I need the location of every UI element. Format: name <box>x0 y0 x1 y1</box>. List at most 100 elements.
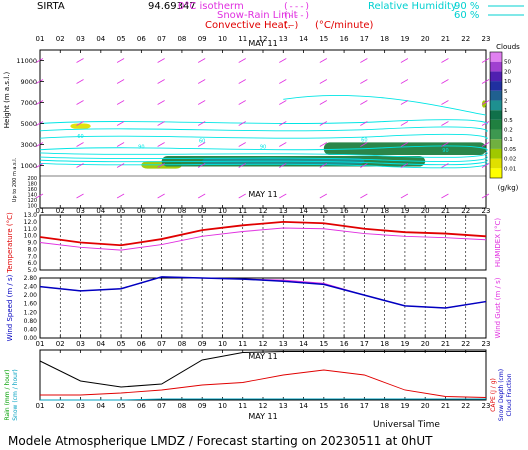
wind-y-tick-label: 0.00 <box>24 335 38 342</box>
wind-arrow <box>35 100 44 105</box>
colorbar-label: 0.1 <box>504 137 513 143</box>
wind-arrow <box>157 79 165 84</box>
x-tick-label: 12 <box>259 340 268 348</box>
x-tick-label: 09 <box>198 402 207 410</box>
x-tick-label: 13 <box>279 402 288 410</box>
colorbar-label: 10 <box>504 79 511 85</box>
colorbar-swatch <box>490 81 502 91</box>
wind-arrow <box>360 58 368 63</box>
wind-arrow <box>238 163 246 168</box>
x-tick-label: 13 <box>279 35 288 43</box>
rain-y-label: Rain (mm / hour) <box>4 369 11 420</box>
legend-rh-60: 60 % <box>454 10 479 21</box>
x-tick-label: 21 <box>441 402 450 410</box>
wind-y-label: Wind Speed (m / s) <box>6 274 14 341</box>
x-tick-label: 21 <box>441 207 450 215</box>
colorbar-label: 1 <box>504 108 508 114</box>
x-tick-label: 08 <box>177 35 186 43</box>
temp-y-tick-label: 11.0 <box>24 226 38 233</box>
wind-arrow <box>279 142 287 147</box>
wind-arrow <box>279 193 287 199</box>
x-tick-label: 22 <box>461 340 470 348</box>
x-tick-label: 01 <box>36 35 45 43</box>
wind-arrow <box>360 163 368 168</box>
x-tick-label: 15 <box>319 340 328 348</box>
wind-arrow <box>279 100 287 105</box>
legend-snow-rain: Snow-Rain Limit <box>217 10 298 21</box>
y-tick-label: 3000 <box>20 141 37 149</box>
y-tick-label: 5000 <box>20 120 37 128</box>
x-tick-label: 18 <box>380 207 389 215</box>
wind-arrow <box>197 100 206 105</box>
wind-arrow <box>35 142 44 147</box>
wind-arrow <box>76 100 84 105</box>
x-tick-label: 12 <box>259 207 268 215</box>
x-tick-label: 15 <box>319 207 328 215</box>
rh-contour <box>39 126 488 132</box>
x-tick-label: 05 <box>117 402 126 410</box>
colorbar-swatch <box>490 61 502 72</box>
wind-arrow <box>238 100 246 105</box>
wind-y-tick-label: 2.40 <box>24 284 38 291</box>
rh-contour <box>283 94 487 116</box>
rh-contour-label: 60 <box>361 137 367 143</box>
x-tick-label: 16 <box>340 35 349 43</box>
wind-arrow <box>441 142 449 147</box>
x-tick-label: 03 <box>76 340 85 348</box>
wind-y-tick-label: 2.80 <box>24 275 38 282</box>
colorbar-label: 20 <box>504 69 511 75</box>
wind-arrow <box>400 100 409 105</box>
wind-arrow <box>481 142 490 147</box>
x-tick-label: 01 <box>36 340 45 348</box>
precip-date-label-lower: MAY 11 <box>248 412 277 421</box>
legend-rh-label: Relative Humidity <box>368 1 457 12</box>
x-tick-label: 04 <box>96 402 105 410</box>
temp-y-tick-label: 8.0 <box>27 246 37 253</box>
wind-arrow <box>116 163 125 168</box>
wind-arrow <box>197 163 206 168</box>
colorbar-label: 0.2 <box>504 128 513 134</box>
wind-arrow <box>76 121 84 126</box>
wind-arrow <box>360 142 368 147</box>
wind-arrow <box>35 121 44 126</box>
cloud-y-label: Height (m a.s.l.) <box>3 72 11 129</box>
legend-convective: Convective Heat. <box>205 20 291 31</box>
wind-arrow <box>400 142 409 147</box>
cape-line <box>40 369 487 398</box>
gust-y-label: Wind Gust (m / s) <box>494 277 502 338</box>
rh-contour <box>39 159 488 166</box>
x-tick-label: 23 <box>482 340 491 348</box>
x-tick-label: 17 <box>360 402 369 410</box>
y-tick-label: 11000 <box>16 57 37 65</box>
y-tick-label-low: 100 <box>27 204 37 210</box>
bottom-title: Modele Atmospherique LMDZ / Forecast sta… <box>8 434 433 448</box>
wind-arrow <box>441 58 449 63</box>
temp-y-tick-label: 9.0 <box>27 240 37 247</box>
x-tick-label: 02 <box>56 207 65 215</box>
universal-time-label: Universal Time <box>373 420 440 430</box>
precip-date-label: MAY 11 <box>248 352 277 361</box>
x-tick-label: 16 <box>340 207 349 215</box>
wind-arrow <box>157 142 165 147</box>
x-tick-label: 17 <box>360 340 369 348</box>
x-tick-label: 17 <box>360 35 369 43</box>
x-tick-label: 20 <box>421 402 430 410</box>
x-tick-label: 08 <box>177 207 186 215</box>
x-tick-label: 18 <box>380 402 389 410</box>
wind-arrow <box>238 142 246 147</box>
y-tick-label-low: 160 <box>27 187 37 193</box>
station-code: 94.69347 <box>148 1 196 12</box>
temperature-line <box>39 220 487 247</box>
colorbar-label: 0.05 <box>504 147 517 153</box>
x-tick-label: 12 <box>259 35 268 43</box>
snow-line <box>40 398 486 401</box>
wind-arrow <box>238 121 246 126</box>
colorbar-swatch <box>490 119 502 130</box>
temp-y-tick-label: 12.0 <box>24 219 38 226</box>
rh-contour-label: 90 <box>138 145 144 151</box>
colorbar-swatch <box>490 168 502 178</box>
wind-arrow <box>116 121 125 126</box>
colorbar-swatch <box>490 71 502 82</box>
x-tick-label: 15 <box>319 35 328 43</box>
temp-y-tick-label: 13.0 <box>24 212 38 219</box>
